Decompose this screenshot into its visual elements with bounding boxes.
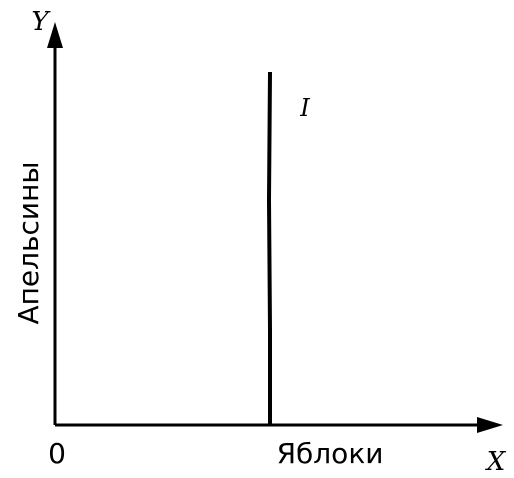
x-axis-title: Яблоки	[277, 437, 384, 470]
y-axis-title: Апельсины	[12, 161, 45, 324]
y-axis-arrow	[47, 22, 63, 48]
x-symbol: X	[485, 447, 507, 477]
vertical-line	[266, 71, 272, 425]
origin-label: 0	[48, 437, 66, 470]
y-symbol: Y	[31, 7, 51, 37]
x-axis-arrow	[477, 417, 503, 433]
line-label: I	[299, 94, 310, 122]
